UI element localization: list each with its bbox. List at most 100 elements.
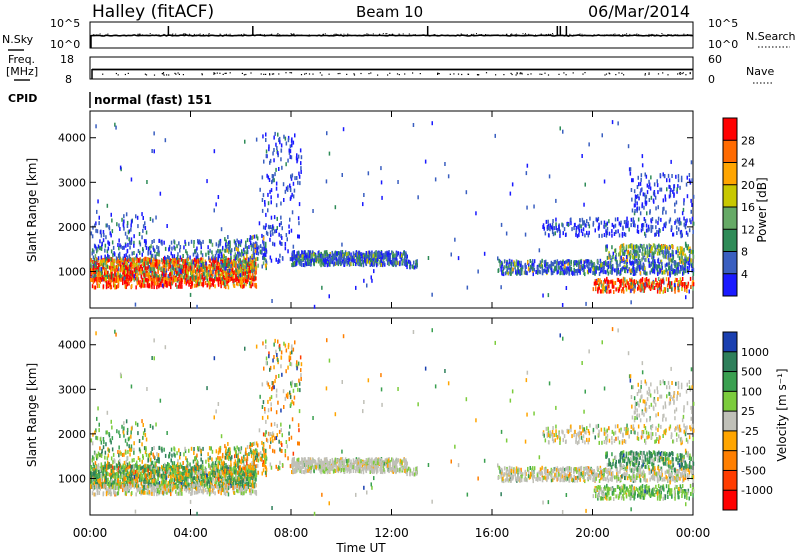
- range-cell: [151, 240, 153, 244]
- range-cell: [362, 202, 364, 207]
- range-cell: [355, 256, 358, 261]
- range-cell: [254, 276, 257, 281]
- range-cell: [285, 162, 287, 167]
- range-cell: [659, 286, 661, 291]
- range-cell: [667, 250, 669, 254]
- range-cell: [550, 271, 553, 276]
- range-cell: [217, 282, 220, 287]
- range-cell: [545, 219, 548, 224]
- range-cell: [564, 269, 567, 274]
- range-cell: [550, 265, 553, 270]
- range-cell: [659, 259, 662, 264]
- range-cell: [178, 267, 180, 272]
- range-cell: [212, 254, 214, 259]
- range-cell: [691, 280, 694, 285]
- range-cell: [652, 191, 655, 196]
- range-cell: [267, 201, 270, 206]
- range-cell: [625, 222, 627, 227]
- range-cell: [127, 280, 130, 285]
- range-cell: [526, 205, 528, 210]
- range-cell: [102, 230, 105, 234]
- range-cell: [289, 217, 291, 222]
- range-cell: [674, 209, 676, 214]
- range-cell: [673, 283, 676, 288]
- range-cell: [646, 211, 648, 216]
- range-cell: [234, 256, 236, 261]
- range-cell: [395, 260, 397, 265]
- range-cell: [95, 246, 98, 251]
- range-cell: [206, 274, 209, 279]
- range-cell: [595, 266, 598, 270]
- range-cell: [250, 259, 252, 263]
- range-cell: [118, 223, 120, 228]
- range-cell: [161, 271, 164, 276]
- range-cell: [413, 260, 415, 265]
- noise-search-dot: [408, 33, 410, 35]
- range-cell: [294, 257, 296, 262]
- range-cell: [151, 253, 154, 258]
- range-cell: [98, 221, 100, 226]
- range-cell: [247, 257, 250, 262]
- range-cell: [377, 251, 379, 256]
- range-cell: [604, 269, 606, 274]
- range-cell: [600, 263, 602, 268]
- range-cell: [655, 206, 657, 211]
- range-cell: [671, 251, 674, 256]
- range-cell: [576, 234, 579, 239]
- range-cell: [250, 280, 252, 285]
- range-cell: [613, 232, 616, 236]
- range-cell: [280, 148, 282, 153]
- range-cell: [570, 217, 572, 222]
- range-cell: [347, 260, 349, 265]
- range-cell: [246, 261, 248, 266]
- range-cell: [605, 247, 607, 252]
- range-cell: [632, 255, 634, 259]
- range-cell: [135, 255, 137, 260]
- freq-trace: [91, 68, 693, 79]
- noise-search-dot: [610, 34, 612, 36]
- range-cell: [375, 258, 377, 263]
- range-cell: [509, 259, 511, 264]
- range-cell: [658, 264, 660, 269]
- range-cell: [214, 264, 216, 269]
- range-cell: [338, 256, 340, 261]
- range-cell: [208, 239, 211, 244]
- range-cell: [685, 182, 688, 187]
- range-cell: [251, 261, 254, 266]
- range-cell: [118, 254, 121, 259]
- range-cell: [614, 248, 617, 253]
- range-cell: [122, 267, 125, 272]
- nave-dot: [225, 72, 227, 74]
- range-cell: [675, 225, 678, 230]
- nave-dot: [563, 72, 565, 74]
- range-cell: [167, 255, 169, 259]
- range-cell: [571, 227, 573, 232]
- range-cell: [118, 251, 121, 256]
- range-cell: [140, 264, 142, 269]
- range-cell: [648, 227, 650, 232]
- range-cell: [311, 250, 314, 255]
- range-cell: [149, 245, 151, 250]
- noise-search-dot: [93, 34, 95, 36]
- range-cell: [137, 265, 140, 270]
- range-cell: [228, 249, 230, 254]
- range-cell: [685, 258, 687, 263]
- range-cell: [275, 181, 278, 186]
- range-cell: [92, 270, 95, 275]
- range-cell: [118, 238, 120, 243]
- range-cell: [289, 183, 291, 188]
- range-cell: [227, 257, 229, 262]
- range-cell: [268, 225, 271, 230]
- range-cell: [657, 276, 660, 281]
- range-cell: [290, 195, 292, 200]
- range-cell: [648, 281, 651, 286]
- range-cell: [315, 258, 318, 263]
- noise-search-dot: [510, 33, 512, 35]
- range-cell: [117, 277, 119, 282]
- nave-dot: [144, 73, 146, 75]
- range-cell: [685, 221, 687, 226]
- range-cell: [257, 263, 259, 268]
- range-cell: [167, 276, 169, 281]
- range-cell: [602, 289, 604, 294]
